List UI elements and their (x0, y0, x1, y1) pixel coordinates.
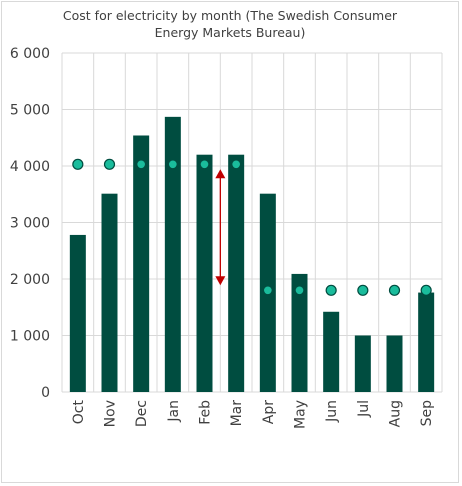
marker-point (420, 284, 432, 296)
marker-point (137, 160, 145, 169)
arrow-head-up (215, 169, 226, 179)
marker-point (325, 284, 337, 296)
y-tick-label: 3 000 (10, 216, 50, 232)
chart-title-line2: Energy Markets Bureau) (155, 25, 306, 40)
x-tick-label: Sep (419, 400, 435, 427)
bar (196, 154, 213, 392)
bar (323, 311, 340, 392)
marker-point (103, 158, 116, 170)
y-tick-label: 2 000 (10, 272, 50, 288)
marker-point (295, 286, 304, 295)
bar-series (69, 116, 435, 393)
x-tick-label: Aug (388, 400, 404, 427)
gridlines (61, 52, 443, 393)
bar (291, 273, 308, 392)
x-tick-label: Feb (198, 400, 214, 425)
x-tick-label: Jul (356, 400, 372, 418)
marker-series (72, 158, 432, 296)
bar (386, 335, 403, 392)
y-tick-label: 0 (41, 385, 50, 401)
y-tick-label: 1 000 (10, 329, 50, 345)
bar (164, 116, 181, 392)
y-tick-label: 6 000 (10, 46, 50, 62)
bar (418, 292, 435, 392)
y-tick-label: 5 000 (10, 103, 50, 119)
marker-point (200, 160, 209, 169)
x-tick-label: May (293, 400, 309, 429)
x-tick-label: Nov (103, 400, 119, 427)
annotation (215, 169, 226, 286)
x-axis-ticks: Oct Nov Dec Jan Feb Mar Apr May Jun Jul Aug Sep (71, 400, 435, 429)
marker-point (169, 160, 177, 169)
bar (69, 234, 86, 392)
marker-point (357, 284, 369, 296)
marker-point (264, 286, 272, 295)
x-tick-label: Oct (71, 400, 87, 425)
x-tick-label: Jun (324, 400, 340, 423)
x-tick-label: Dec (134, 400, 150, 427)
bar (354, 335, 371, 392)
marker-point (388, 284, 401, 296)
y-tick-label: 4 000 (10, 159, 50, 175)
x-tick-label: Mar (229, 400, 245, 427)
chart-title-line1: Cost for electricity by month (The Swedi… (63, 8, 398, 23)
y-axis-ticks: 0 1 000 2 000 3 000 4 000 5 000 6 000 (10, 46, 50, 401)
x-tick-label: Jan (166, 400, 182, 423)
bar (101, 193, 118, 392)
arrow-head-down (215, 276, 226, 286)
marker-point (232, 160, 240, 169)
bar (228, 154, 245, 392)
marker-point (72, 158, 84, 170)
bar (133, 135, 150, 393)
x-tick-label: Apr (261, 400, 277, 424)
